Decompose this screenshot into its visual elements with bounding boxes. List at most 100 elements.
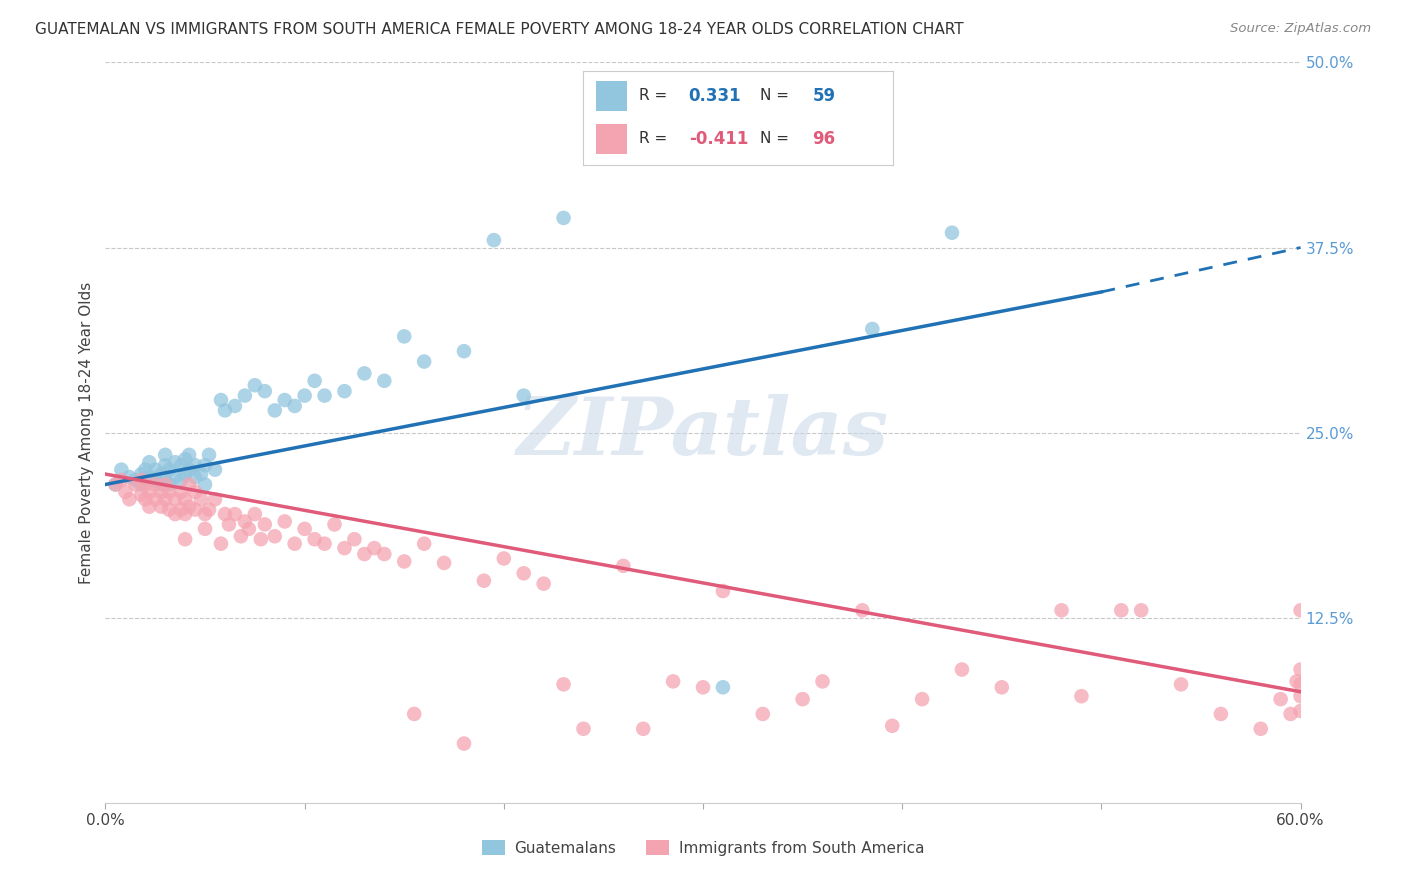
Point xyxy=(177,477,201,491)
Point xyxy=(453,737,475,751)
Point xyxy=(1209,706,1232,721)
Point xyxy=(194,522,217,536)
Point xyxy=(224,399,246,413)
Point xyxy=(238,522,260,536)
Point xyxy=(165,492,187,507)
Point xyxy=(143,492,166,507)
Point xyxy=(157,502,180,516)
Point xyxy=(284,536,307,550)
Point xyxy=(294,388,316,402)
Point xyxy=(218,517,240,532)
Point xyxy=(711,681,734,695)
Point xyxy=(250,533,273,547)
Point xyxy=(134,492,156,507)
Point xyxy=(214,507,236,521)
Point xyxy=(363,541,385,555)
Point xyxy=(392,554,416,568)
Point xyxy=(143,462,166,476)
Point xyxy=(553,211,575,225)
Point xyxy=(353,547,375,561)
Point xyxy=(990,681,1012,695)
Point xyxy=(204,462,226,476)
Point xyxy=(811,674,834,689)
Point xyxy=(153,458,177,473)
Point xyxy=(194,477,217,491)
Point xyxy=(1289,689,1312,703)
Point xyxy=(343,533,366,547)
Point xyxy=(209,392,232,407)
Point xyxy=(224,507,246,521)
Point xyxy=(1111,603,1133,617)
Point xyxy=(104,477,127,491)
Point xyxy=(314,388,336,402)
Point xyxy=(124,477,146,491)
Point xyxy=(851,603,873,617)
Point xyxy=(882,719,904,733)
Point xyxy=(1289,603,1312,617)
Point xyxy=(263,403,285,417)
Point xyxy=(110,473,132,487)
Point xyxy=(190,467,212,481)
Point xyxy=(413,354,436,368)
Point xyxy=(253,384,276,399)
Point xyxy=(165,470,187,484)
Point xyxy=(110,462,132,476)
Point xyxy=(1289,704,1312,718)
Point xyxy=(209,536,232,550)
Point xyxy=(612,558,634,573)
Point xyxy=(150,467,173,481)
Y-axis label: Female Poverty Among 18-24 Year Olds: Female Poverty Among 18-24 Year Olds xyxy=(79,282,94,583)
Point xyxy=(243,378,266,392)
Point xyxy=(150,477,173,491)
Point xyxy=(633,722,655,736)
Point xyxy=(134,477,156,491)
Point xyxy=(170,502,193,516)
Point xyxy=(612,136,634,151)
Point xyxy=(143,477,166,491)
Point xyxy=(157,462,180,476)
Point xyxy=(304,374,326,388)
Point xyxy=(373,374,395,388)
Point xyxy=(138,500,160,514)
Point xyxy=(453,344,475,359)
Point xyxy=(194,458,217,473)
Point xyxy=(1050,603,1073,617)
Point xyxy=(911,692,934,706)
Point xyxy=(662,674,685,689)
Point xyxy=(177,462,201,476)
Point xyxy=(198,448,221,462)
Point xyxy=(941,226,963,240)
Point xyxy=(214,403,236,417)
Point xyxy=(170,484,193,499)
Point xyxy=(1279,706,1302,721)
Point xyxy=(184,484,207,499)
Point xyxy=(170,473,193,487)
Point xyxy=(860,322,883,336)
Point xyxy=(323,517,346,532)
Point xyxy=(314,536,336,550)
Point xyxy=(229,529,252,543)
Point xyxy=(194,507,217,521)
Point xyxy=(150,500,173,514)
Point xyxy=(104,477,127,491)
Point xyxy=(373,547,395,561)
Point xyxy=(184,502,207,516)
Point xyxy=(174,507,197,521)
Text: Source: ZipAtlas.com: Source: ZipAtlas.com xyxy=(1230,22,1371,36)
Point xyxy=(273,515,295,529)
Point xyxy=(118,470,141,484)
Text: R =: R = xyxy=(640,88,672,103)
Point xyxy=(204,492,226,507)
Point xyxy=(134,462,156,476)
Point xyxy=(1250,722,1272,736)
Point xyxy=(682,145,704,159)
Point xyxy=(129,473,153,487)
Point xyxy=(284,399,307,413)
Point xyxy=(233,388,256,402)
Point xyxy=(533,576,555,591)
Point xyxy=(114,484,136,499)
Point xyxy=(1289,677,1312,691)
Point xyxy=(572,722,595,736)
Text: 0.331: 0.331 xyxy=(689,87,741,104)
FancyBboxPatch shape xyxy=(596,81,627,111)
